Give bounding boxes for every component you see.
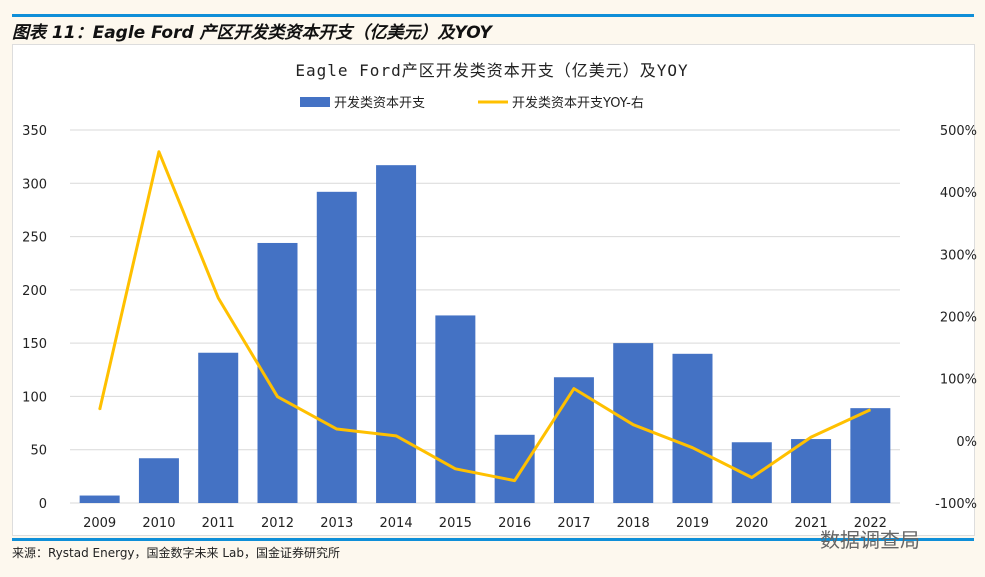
y-tick-label: 350: [22, 124, 47, 139]
x-tick-label: 2011: [202, 516, 235, 531]
yoy-point: [158, 151, 160, 153]
x-tick-label: 2009: [83, 516, 116, 531]
y2-tick-label: 200%: [940, 311, 977, 326]
bottom-rule: [12, 538, 974, 541]
y2-tick-label: 300%: [940, 248, 977, 263]
yoy-point: [810, 436, 812, 438]
y2-tick-label: 500%: [940, 124, 977, 139]
watermark: 数据调查局: [820, 528, 920, 552]
yoy-point: [514, 480, 516, 482]
x-tick-label: 2016: [498, 516, 531, 531]
y-tick-label: 50: [30, 444, 47, 459]
yoy-point: [454, 468, 456, 470]
y-tick-label: 100: [22, 390, 47, 405]
x-tick-label: 2018: [617, 516, 650, 531]
x-tick-label: 2012: [261, 516, 294, 531]
yoy-point: [395, 435, 397, 437]
x-tick-label: 2019: [676, 516, 709, 531]
bar: [791, 439, 832, 503]
legend-bar-label: 开发类资本开支: [334, 95, 425, 111]
figure-title: 图表 11：Eagle Ford 产区开发类资本开支（亿美元）及YOY: [12, 23, 492, 43]
y-tick-label: 300: [22, 177, 47, 192]
bar: [79, 495, 120, 503]
y2-tick-label: 100%: [940, 373, 977, 388]
bar: [494, 434, 535, 503]
x-tick-label: 2017: [557, 516, 590, 531]
yoy-point: [573, 388, 575, 390]
y-tick-label: 0: [39, 497, 47, 512]
bar: [672, 353, 713, 503]
yoy-point: [277, 396, 278, 398]
y2-tick-label: 400%: [940, 186, 977, 201]
legend-bar-swatch: [300, 97, 330, 107]
bar: [376, 165, 417, 503]
x-tick-label: 2021: [795, 516, 828, 531]
top-rule: [12, 14, 974, 17]
bar: [138, 458, 179, 503]
bar: [731, 442, 772, 503]
yoy-point: [692, 447, 693, 449]
bar: [198, 352, 239, 503]
yoy-point: [336, 428, 338, 430]
x-tick-label: 2014: [380, 516, 413, 531]
yoy-point: [869, 409, 871, 411]
y-tick-label: 150: [22, 337, 47, 352]
x-tick-label: 2022: [854, 516, 887, 531]
y2-tick-label: -100%: [935, 497, 977, 512]
yoy-point: [99, 409, 101, 411]
x-tick-label: 2020: [735, 516, 768, 531]
y-tick-label: 250: [22, 231, 47, 246]
yoy-point: [217, 297, 219, 299]
bar: [850, 408, 891, 503]
yoy-line: [98, 150, 871, 483]
bar: [316, 191, 357, 503]
y-tick-label: 200: [22, 284, 47, 299]
x-tick-label: 2015: [439, 516, 472, 531]
y2-tick-label: 0%: [956, 435, 977, 450]
yoy-point: [751, 477, 753, 479]
x-tick-label: 2010: [142, 516, 175, 531]
yoy-point: [632, 424, 634, 426]
bar: [435, 315, 476, 503]
source-note: 来源：Rystad Energy，国金数字未来 Lab，国金证券研究所: [12, 546, 341, 560]
legend-line-label: 开发类资本开支YOY-右: [512, 95, 644, 111]
x-tick-label: 2013: [320, 516, 353, 531]
chart-title: Eagle Ford产区开发类资本开支（亿美元）及YOY: [295, 61, 688, 80]
